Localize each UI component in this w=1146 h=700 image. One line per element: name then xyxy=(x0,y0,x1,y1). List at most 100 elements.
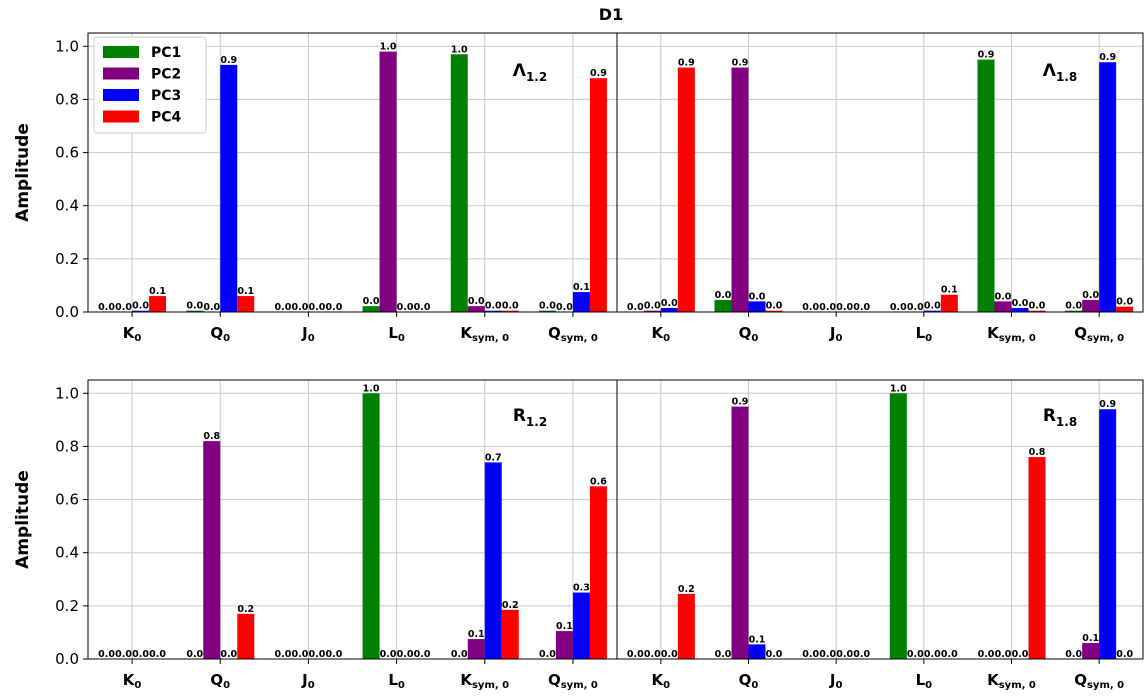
data-label: 0.9 xyxy=(590,68,607,79)
data-label: 0.0 xyxy=(995,649,1012,660)
y-tick-label: 0.2 xyxy=(55,250,79,268)
y-axis-label: Amplitude xyxy=(13,470,33,569)
legend-label-pc1: PC1 xyxy=(151,45,181,61)
data-label: 0.0 xyxy=(274,302,291,313)
data-label: 0.1 xyxy=(556,621,573,632)
y-tick-label: 0.4 xyxy=(55,544,79,562)
bar-pc4-2 xyxy=(237,613,255,659)
data-label: 0.0 xyxy=(1065,301,1082,312)
bar-pc4-1 xyxy=(677,67,695,313)
data-label: 0.1 xyxy=(941,285,958,296)
legend-swatch-pc4 xyxy=(103,110,139,123)
data-label: 0.0 xyxy=(819,302,836,313)
y-tick-label: 0.8 xyxy=(55,437,79,455)
bar-pc2-5 xyxy=(467,306,485,312)
bar-pc4-4 xyxy=(940,294,958,312)
data-label: 0.0 xyxy=(539,301,556,312)
x-tick-label: L0 xyxy=(916,671,933,691)
data-label: 0.2 xyxy=(502,600,519,611)
data-label: 0.0 xyxy=(1012,649,1029,660)
data-label: 0.0 xyxy=(132,301,149,312)
data-label: 0.0 xyxy=(661,649,678,660)
bar-pc3-6 xyxy=(572,292,590,312)
y-axis-label: Amplitude xyxy=(13,123,33,222)
data-label: 0.1 xyxy=(149,286,166,297)
panel-label: R1.8 xyxy=(1043,406,1077,429)
data-label: 0.0 xyxy=(749,291,766,302)
data-label: 0.0 xyxy=(186,649,203,660)
x-tick-label: K0 xyxy=(123,324,142,344)
x-tick-label: L0 xyxy=(388,671,405,691)
data-label: 0.0 xyxy=(766,649,783,660)
x-tick-label: Qsym, 0 xyxy=(548,671,598,691)
bar-pc4-1 xyxy=(677,593,695,659)
legend-frame xyxy=(93,36,207,134)
legend-swatch-pc3 xyxy=(103,89,139,101)
data-label: 0.0 xyxy=(853,302,870,313)
data-label: 0.0 xyxy=(924,649,941,660)
bar-pc3-6 xyxy=(572,592,590,659)
legend-swatch-pc1 xyxy=(103,46,139,58)
data-label: 0.0 xyxy=(325,649,342,660)
data-label: 0.0 xyxy=(1029,301,1046,312)
bar-pc4-5 xyxy=(1028,310,1046,312)
data-label: 0.0 xyxy=(291,302,308,313)
bar-pc1-4 xyxy=(362,306,380,312)
data-label: 0.0 xyxy=(414,302,431,313)
data-label: 0.9 xyxy=(678,58,695,69)
data-label: 0.0 xyxy=(291,649,308,660)
y-tick-label: 0.0 xyxy=(55,650,79,668)
data-label: 1.0 xyxy=(380,42,397,53)
bar-pc3-6 xyxy=(1099,409,1117,659)
data-label: 0.0 xyxy=(836,302,853,313)
data-label: 0.0 xyxy=(802,649,819,660)
bar-pc1-2 xyxy=(186,310,204,312)
bar-pc2-2 xyxy=(731,67,749,313)
data-label: 0.0 xyxy=(853,649,870,660)
x-tick-label: Q0 xyxy=(210,671,230,691)
legend: PC1 PC2 PC3 PC4 xyxy=(93,36,207,134)
x-tick-label: Q0 xyxy=(210,324,230,344)
data-label: 0.6 xyxy=(590,476,607,487)
bar-pc2-2 xyxy=(731,406,749,659)
data-label: 0.0 xyxy=(149,649,166,660)
data-label: 0.1 xyxy=(1082,633,1099,644)
data-label: 0.0 xyxy=(98,302,115,313)
bar-pc3-2 xyxy=(748,644,766,659)
bar-pc1-2 xyxy=(714,300,732,312)
y-tick-label: 0.4 xyxy=(55,197,79,215)
bar-pc1-5 xyxy=(450,54,468,312)
data-label: 0.0 xyxy=(978,649,995,660)
data-label: 0.0 xyxy=(274,649,291,660)
data-label: 0.0 xyxy=(907,649,924,660)
x-tick-label: Qsym, 0 xyxy=(1074,671,1124,691)
data-label: 0.0 xyxy=(715,290,732,301)
data-label: 0.0 xyxy=(325,302,342,313)
bar-pc3-5 xyxy=(484,462,502,659)
bar-pc3-5 xyxy=(484,310,502,312)
x-tick-label: J0 xyxy=(829,671,843,691)
data-label: 0.0 xyxy=(451,649,468,660)
bar-pc2-1 xyxy=(643,310,661,312)
data-label: 0.0 xyxy=(115,302,132,313)
panels-container: 0.0 0.0 0.00.01.00.00.0 0.0 0.01.00.00.00.00… xyxy=(13,32,1144,691)
bar-pc1-5 xyxy=(977,59,995,313)
data-label: 0.0 xyxy=(1116,297,1133,308)
data-label: 0.0 xyxy=(1082,290,1099,301)
bar-pc4-6 xyxy=(589,78,607,313)
data-label: 0.0 xyxy=(485,301,502,312)
data-label: 1.0 xyxy=(451,44,468,55)
data-label: 0.0 xyxy=(924,301,941,312)
y-tick-label: 0.6 xyxy=(55,491,79,509)
chart-panel-4: 0.0 0.0 0.01.00.0 0.00.00.90.0 0.0 0.00.10.00… xyxy=(616,379,1144,691)
bar-pc2-6 xyxy=(555,631,573,659)
data-label: 0.7 xyxy=(485,452,502,463)
bar-pc3-2 xyxy=(220,64,238,312)
bar-pc4-6 xyxy=(589,486,607,659)
y-tick-label: 0.2 xyxy=(55,597,79,615)
data-label: 0.0 xyxy=(98,649,115,660)
bar-pc2-5 xyxy=(994,301,1012,312)
bar-pc2-5 xyxy=(467,639,485,659)
bar-pc4-5 xyxy=(501,310,519,312)
